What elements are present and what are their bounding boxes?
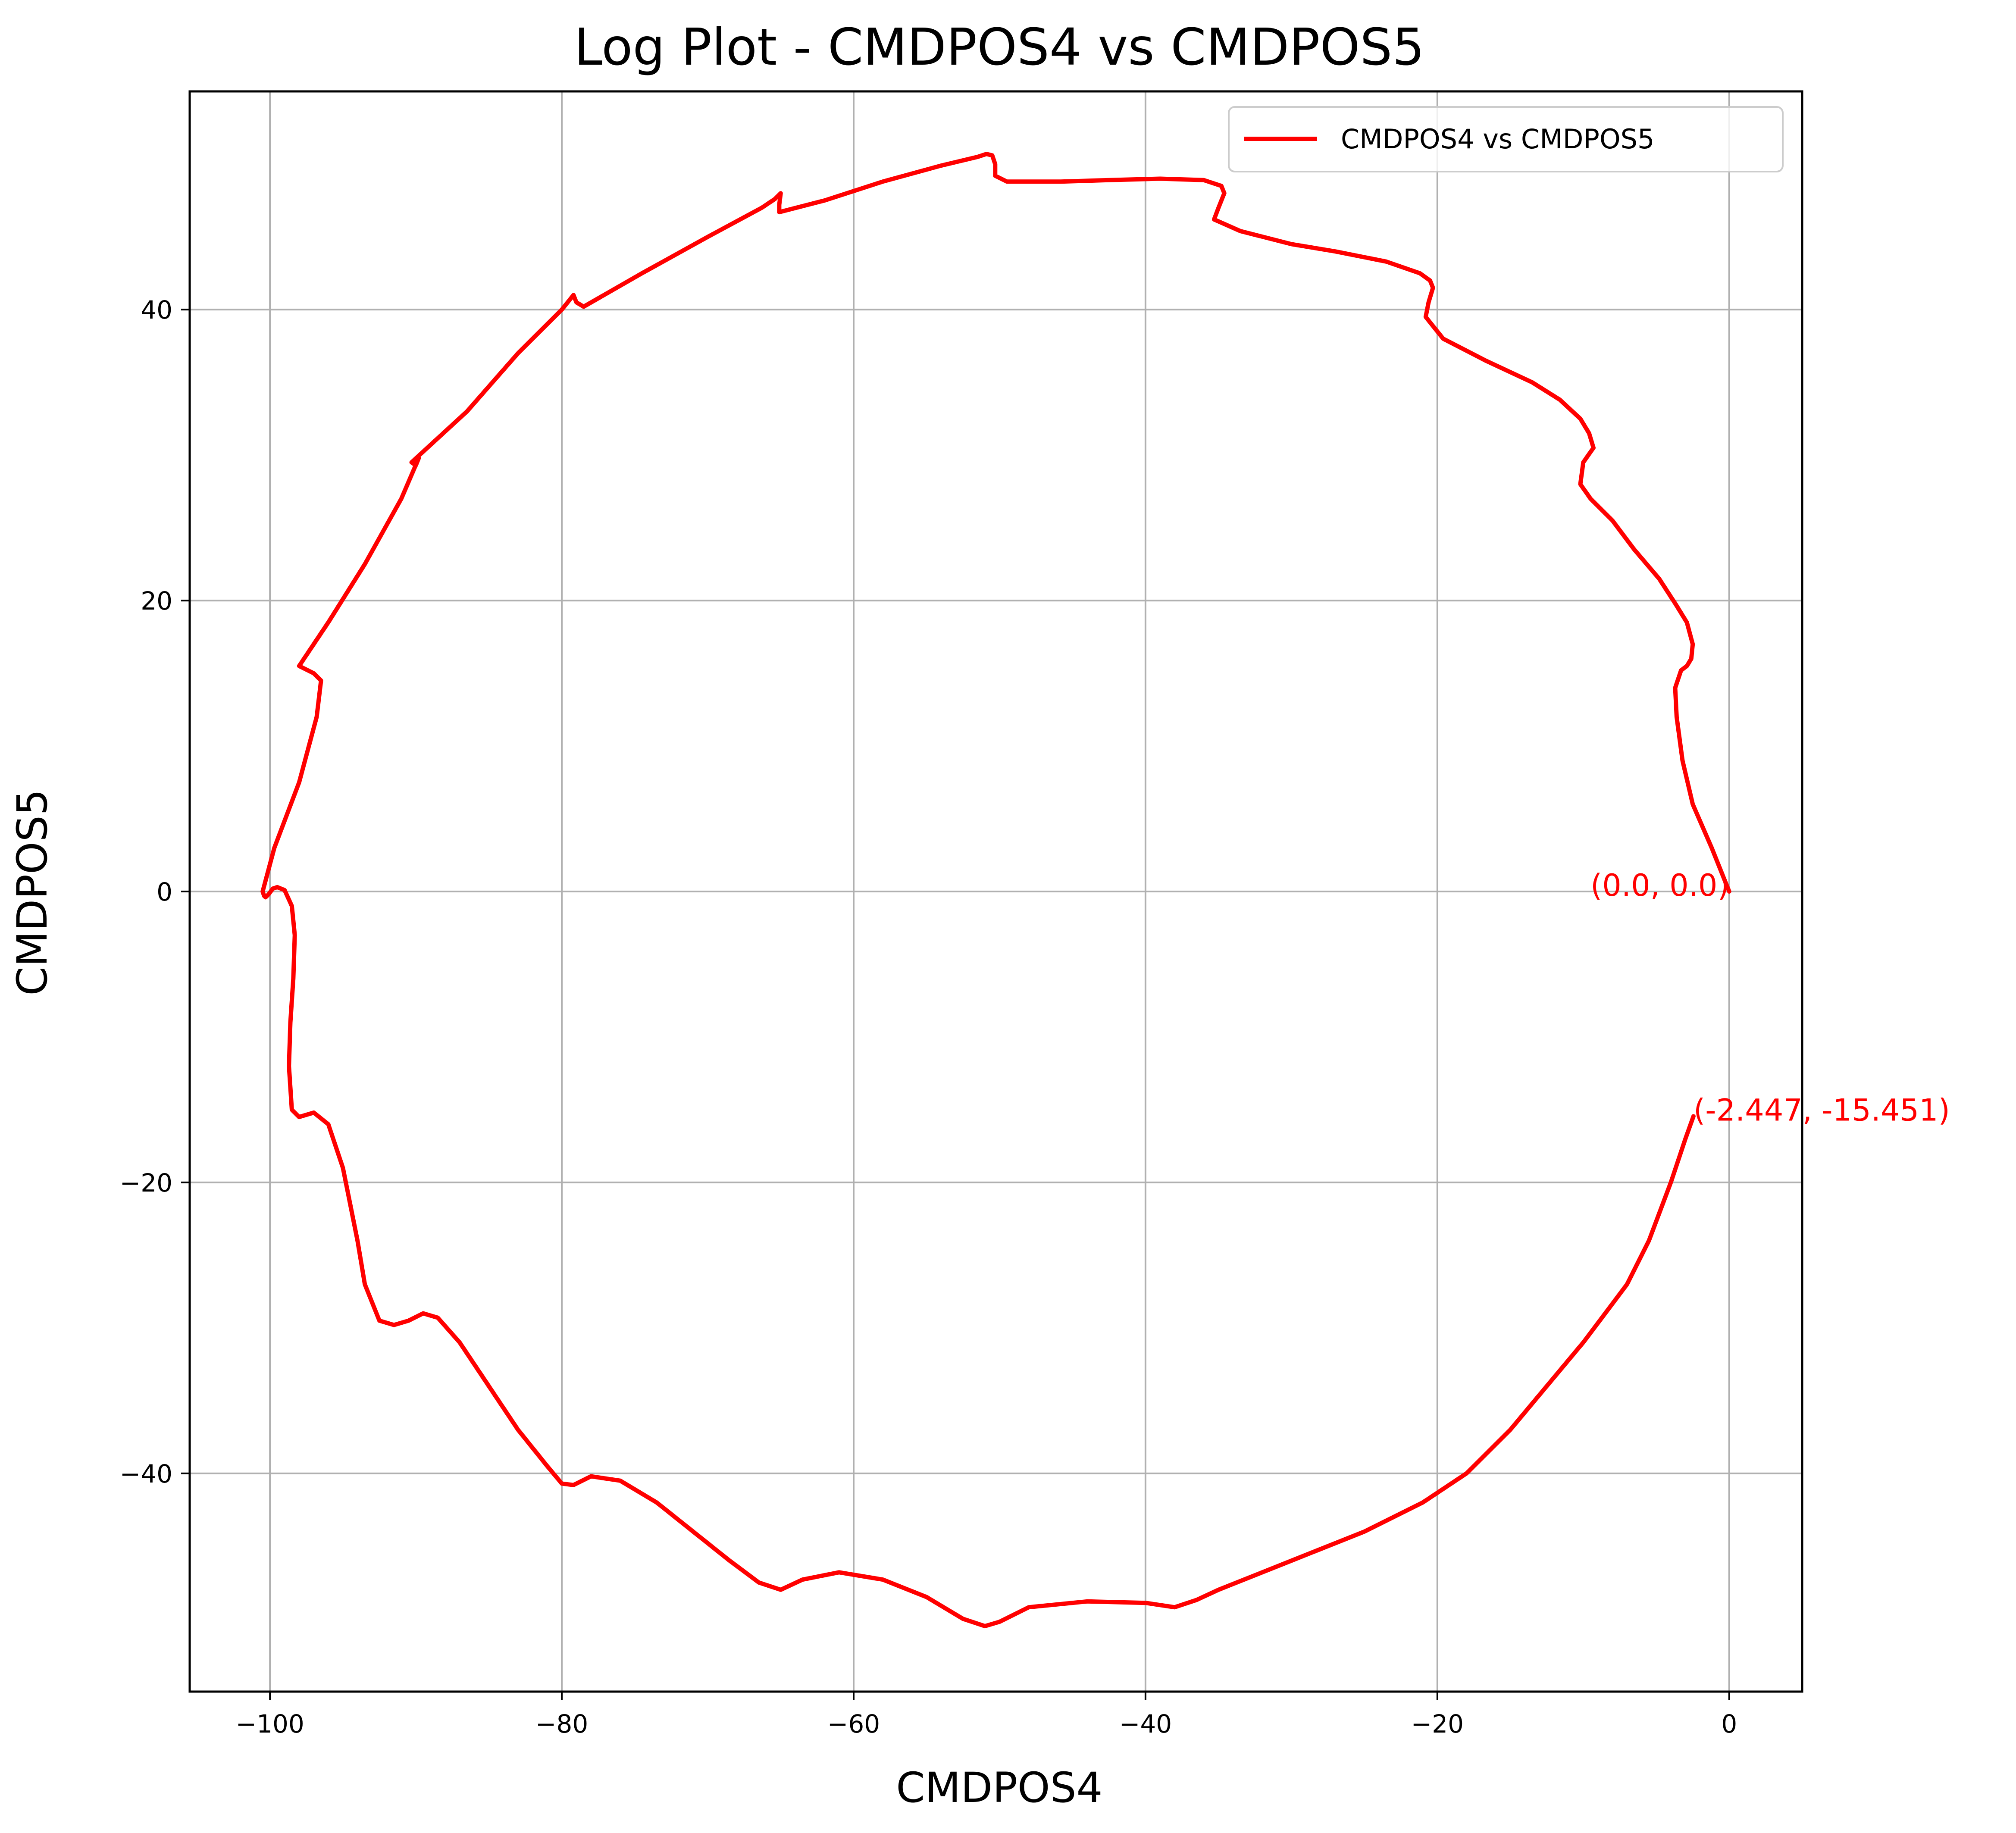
point-annotation: (-2.447, -15.451)	[1694, 1092, 1950, 1128]
x-tick-label: −60	[827, 1709, 880, 1739]
legend-label: CMDPOS4 vs CMDPOS5	[1341, 123, 1654, 155]
series-line	[260, 152, 1731, 1629]
chart-title: Log Plot - CMDPOS4 vs CMDPOS5	[574, 17, 1425, 77]
axis-ticks: −100 −80 −60 −40 −20 0 −40 −20 0 20 40	[120, 295, 1737, 1739]
y-tick-label: −20	[120, 1168, 172, 1198]
x-tick-label: −20	[1411, 1709, 1464, 1739]
y-tick-label: 0	[157, 877, 172, 907]
x-tick-label: −40	[1119, 1709, 1172, 1739]
x-tick-label: −80	[535, 1709, 588, 1739]
x-axis-label: CMDPOS4	[896, 1764, 1102, 1812]
y-tick-label: 20	[141, 586, 172, 616]
y-tick-label: −40	[120, 1459, 172, 1489]
legend-box	[1228, 106, 1784, 172]
legend: CMDPOS4 vs CMDPOS5	[1228, 106, 1784, 172]
point-annotation: (0.0, 0.0)	[1590, 868, 1729, 903]
y-tick-label: 40	[141, 295, 172, 325]
y-axis-label: CMDPOS5	[8, 789, 56, 995]
x-tick-label: 0	[1721, 1709, 1737, 1739]
annotations: (0.0, 0.0) (-2.447, -15.451)	[1590, 868, 1950, 1128]
series-lines	[260, 152, 1731, 1629]
x-tick-label: −100	[235, 1709, 304, 1739]
